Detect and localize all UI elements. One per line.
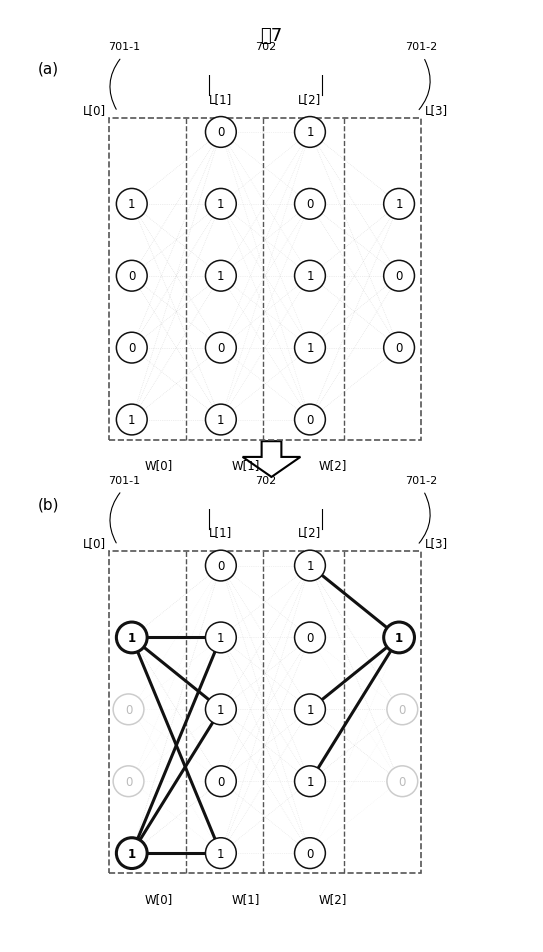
Text: 0: 0	[395, 342, 403, 355]
Text: 1: 1	[395, 198, 403, 211]
Text: L[3]: L[3]	[425, 537, 448, 550]
Circle shape	[205, 623, 236, 653]
Text: 0: 0	[125, 775, 132, 788]
Text: 1: 1	[306, 704, 314, 716]
Text: (a): (a)	[38, 62, 59, 77]
Circle shape	[295, 838, 325, 868]
Text: L[2]: L[2]	[298, 526, 321, 539]
Text: 1: 1	[217, 846, 225, 860]
Circle shape	[205, 405, 236, 435]
Circle shape	[384, 333, 414, 364]
Text: (b): (b)	[38, 497, 60, 512]
Text: W[2]: W[2]	[319, 459, 348, 471]
Text: 701-1: 701-1	[108, 42, 140, 52]
Text: 0: 0	[217, 775, 225, 788]
Text: 1: 1	[306, 270, 314, 283]
Text: 1: 1	[217, 413, 225, 426]
Text: 1: 1	[128, 413, 136, 426]
Circle shape	[384, 189, 414, 220]
Circle shape	[295, 405, 325, 435]
Text: 1: 1	[306, 775, 314, 788]
Text: 1: 1	[306, 560, 314, 572]
Text: 0: 0	[217, 560, 225, 572]
Circle shape	[205, 766, 236, 797]
Circle shape	[387, 694, 418, 725]
FancyArrow shape	[243, 442, 300, 478]
Text: 0: 0	[125, 704, 132, 716]
Text: 1: 1	[217, 631, 225, 645]
Circle shape	[295, 766, 325, 797]
Text: W[0]: W[0]	[145, 892, 173, 904]
Text: 702: 702	[255, 475, 276, 486]
Circle shape	[116, 261, 147, 292]
Text: 1: 1	[395, 631, 403, 645]
Circle shape	[205, 117, 236, 149]
Text: L[2]: L[2]	[298, 92, 321, 106]
Circle shape	[384, 623, 414, 653]
Circle shape	[295, 623, 325, 653]
Text: 围7: 围7	[261, 27, 282, 45]
Text: 0: 0	[128, 270, 135, 283]
Circle shape	[205, 261, 236, 292]
Text: 0: 0	[306, 631, 314, 645]
Text: 1: 1	[217, 270, 225, 283]
Text: 0: 0	[399, 704, 406, 716]
Text: 0: 0	[128, 342, 135, 355]
Circle shape	[295, 117, 325, 149]
Text: L[3]: L[3]	[425, 104, 448, 117]
Text: 1: 1	[217, 198, 225, 211]
Circle shape	[295, 189, 325, 220]
Text: 1: 1	[128, 631, 136, 645]
Text: 0: 0	[395, 270, 403, 283]
Text: 701-2: 701-2	[405, 475, 438, 486]
Text: 0: 0	[306, 198, 314, 211]
Text: 0: 0	[399, 775, 406, 788]
Circle shape	[113, 766, 144, 797]
Text: 702: 702	[255, 42, 276, 52]
Text: W[2]: W[2]	[319, 892, 348, 904]
Circle shape	[116, 405, 147, 435]
Text: L[0]: L[0]	[83, 537, 106, 550]
Circle shape	[205, 550, 236, 582]
Circle shape	[384, 261, 414, 292]
Text: 1: 1	[306, 342, 314, 355]
Circle shape	[116, 189, 147, 220]
Text: 0: 0	[217, 127, 225, 139]
Bar	[110, 552, 421, 874]
Text: 0: 0	[217, 342, 225, 355]
Circle shape	[295, 333, 325, 364]
Text: W[1]: W[1]	[232, 459, 261, 471]
Text: 1: 1	[217, 704, 225, 716]
Text: 0: 0	[306, 846, 314, 860]
Circle shape	[116, 623, 147, 653]
Circle shape	[205, 838, 236, 868]
Text: W[1]: W[1]	[232, 892, 261, 904]
Text: L[0]: L[0]	[83, 104, 106, 117]
Circle shape	[205, 189, 236, 220]
Text: 701-2: 701-2	[405, 42, 438, 52]
Circle shape	[116, 838, 147, 868]
Circle shape	[295, 694, 325, 725]
Circle shape	[295, 550, 325, 582]
Text: 701-1: 701-1	[108, 475, 140, 486]
Circle shape	[205, 333, 236, 364]
Bar	[110, 119, 421, 440]
Text: 0: 0	[306, 413, 314, 426]
Circle shape	[387, 766, 418, 797]
Text: 1: 1	[128, 846, 136, 860]
Text: 1: 1	[306, 127, 314, 139]
Text: W[0]: W[0]	[145, 459, 173, 471]
Circle shape	[113, 694, 144, 725]
Circle shape	[205, 694, 236, 725]
Circle shape	[295, 261, 325, 292]
Text: L[1]: L[1]	[209, 92, 232, 106]
Circle shape	[116, 333, 147, 364]
Text: L[1]: L[1]	[209, 526, 232, 539]
Text: 1: 1	[128, 198, 136, 211]
